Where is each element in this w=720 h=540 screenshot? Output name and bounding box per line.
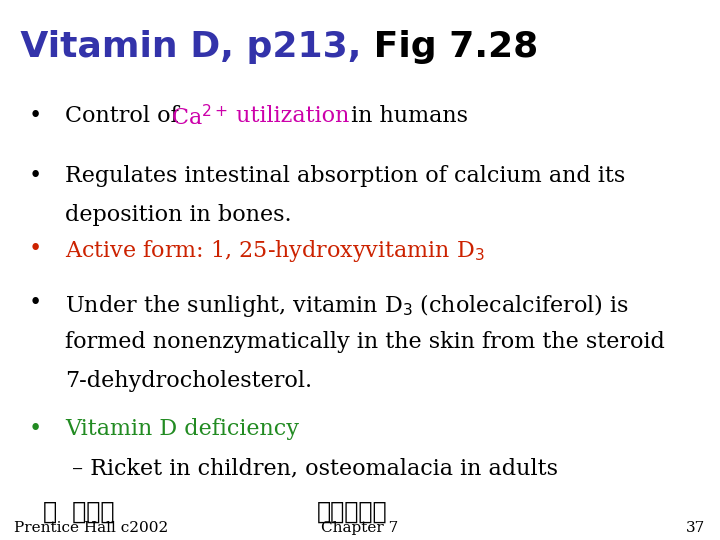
Text: 骨質軟化病: 骨質軟化病: [317, 500, 387, 523]
Text: Under the sunlight, vitamin D$_3$ (cholecalciferol) is: Under the sunlight, vitamin D$_3$ (chole…: [65, 292, 629, 319]
Text: in humans: in humans: [344, 105, 468, 127]
Text: 7-dehydrocholesterol.: 7-dehydrocholesterol.: [65, 370, 312, 393]
Text: Ca$^{2+}$: Ca$^{2+}$: [171, 105, 228, 131]
Text: Fig 7.28: Fig 7.28: [361, 30, 539, 64]
Text: deposition in bones.: deposition in bones.: [65, 204, 292, 226]
Text: formed nonenzymatically in the skin from the steroid: formed nonenzymatically in the skin from…: [65, 331, 665, 353]
Text: 37: 37: [686, 521, 706, 535]
Text: Active form: 1, 25-hydroxyvitamin D$_3$: Active form: 1, 25-hydroxyvitamin D$_3$: [65, 238, 485, 264]
Text: Control of: Control of: [65, 105, 186, 127]
Text: Vitamin D deficiency: Vitamin D deficiency: [65, 418, 299, 441]
Text: －  軟骨病: － 軟骨病: [43, 500, 114, 523]
Text: •: •: [29, 165, 42, 187]
Text: Chapter 7: Chapter 7: [321, 521, 399, 535]
Text: Prentice Hall c2002: Prentice Hall c2002: [14, 521, 168, 535]
Text: utilization: utilization: [229, 105, 349, 127]
Text: B.  Vitamin D, p213,: B. Vitamin D, p213,: [0, 30, 361, 64]
Text: – Ricket in children, osteomalacia in adults: – Ricket in children, osteomalacia in ad…: [72, 458, 558, 480]
Text: Regulates intestinal absorption of calcium and its: Regulates intestinal absorption of calci…: [65, 165, 625, 187]
Text: •: •: [29, 418, 42, 441]
Text: •: •: [29, 105, 42, 127]
Text: •: •: [29, 238, 42, 260]
Text: •: •: [29, 292, 42, 314]
